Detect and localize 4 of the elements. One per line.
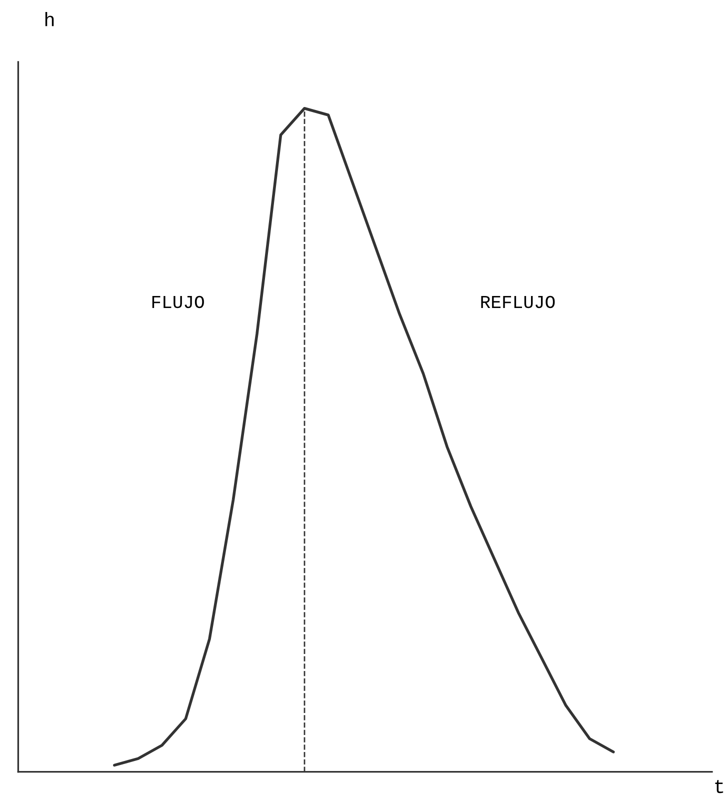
y-axis-title: h — [45, 12, 54, 26]
x-axis-title: t — [715, 780, 724, 794]
annotation: REFLUJO — [481, 296, 555, 308]
annotation: FLUJO — [152, 296, 204, 308]
